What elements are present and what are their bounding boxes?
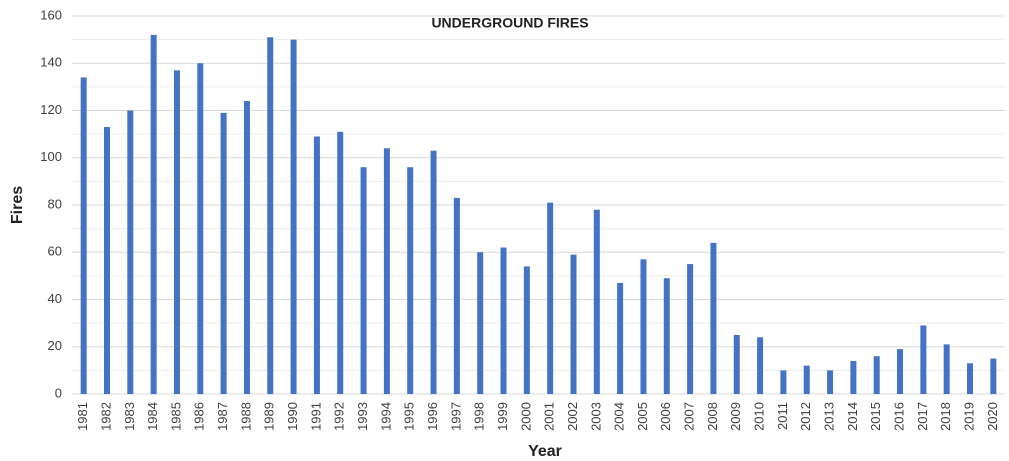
bar (243, 101, 250, 395)
x-tick-label: 1982 (98, 402, 113, 431)
x-tick-label: 1997 (448, 402, 463, 431)
bar (360, 167, 367, 394)
y-tick-label: 20 (48, 338, 62, 353)
bar (943, 344, 950, 394)
bar (453, 197, 460, 394)
x-tick-label: 2013 (822, 402, 837, 431)
x-tick-label: 1988 (238, 402, 253, 431)
bar (617, 282, 624, 394)
bar (733, 334, 740, 394)
x-tick-label: 2017 (915, 402, 930, 431)
x-tick-label: 1986 (192, 402, 207, 431)
x-tick-label: 1987 (215, 402, 230, 431)
y-tick-label: 160 (40, 7, 62, 22)
bar (197, 63, 204, 394)
bar (127, 110, 134, 394)
x-tick-label: 1998 (472, 402, 487, 431)
bar (967, 363, 974, 394)
x-tick-label: 2003 (588, 402, 603, 431)
bar (873, 356, 880, 394)
x-tick-label: 1996 (425, 402, 440, 431)
bar (827, 370, 834, 394)
x-tick-label: 2011 (775, 402, 790, 430)
bar (103, 127, 110, 394)
y-tick-label: 80 (48, 196, 62, 211)
x-tick-label: 1994 (378, 402, 393, 431)
chart-title: UNDERGROUND FIRES (431, 15, 588, 31)
bar (523, 266, 530, 394)
bar (780, 370, 787, 394)
x-tick-label: 1993 (355, 402, 370, 431)
x-tick-label: 2014 (845, 402, 860, 431)
x-tick-label: 1992 (332, 402, 347, 431)
x-tick-label: 1985 (168, 402, 183, 431)
x-tick-label: 2008 (705, 402, 720, 431)
y-tick-label: 120 (40, 102, 62, 117)
x-tick-label: 2004 (612, 402, 627, 431)
bar (897, 349, 904, 394)
bar (687, 264, 694, 394)
y-tick-label: 140 (40, 55, 62, 70)
y-tick-label: 100 (40, 149, 62, 164)
bar (220, 112, 227, 395)
x-tick-label: 1983 (122, 402, 137, 431)
x-tick-label: 2001 (542, 402, 557, 431)
x-tick-label: 2005 (635, 402, 650, 431)
bar (290, 39, 297, 394)
x-tick-label: 2012 (798, 402, 813, 431)
x-axis-label: Year (528, 443, 562, 460)
bar (570, 254, 577, 394)
bar (150, 34, 157, 395)
x-tick-label: 2000 (518, 402, 533, 431)
x-tick-label: 2009 (728, 402, 743, 431)
bar (267, 37, 274, 394)
bar (407, 167, 414, 394)
x-tick-label: 2018 (938, 402, 953, 431)
bar (920, 325, 927, 394)
x-tick-label: 1981 (75, 402, 90, 431)
x-tick-label: 1991 (308, 402, 323, 431)
x-tick-label: 1999 (495, 402, 510, 431)
bar (80, 77, 87, 395)
bar (803, 365, 810, 394)
x-tick-label: 2015 (868, 402, 883, 431)
bar (990, 358, 997, 394)
x-tick-label: 2010 (752, 402, 767, 431)
x-tick-label: 1990 (285, 402, 300, 431)
bar (593, 209, 600, 394)
y-tick-label: 60 (48, 244, 62, 259)
x-tick-label: 2019 (961, 402, 976, 431)
bar (850, 360, 857, 394)
x-tick-label: 2002 (565, 402, 580, 431)
x-tick-label: 1995 (402, 402, 417, 431)
bar (173, 70, 180, 395)
bar (383, 148, 390, 394)
y-tick-label: 0 (55, 385, 62, 400)
bar (640, 259, 647, 394)
y-tick-label: 40 (48, 291, 62, 306)
bar (757, 337, 764, 394)
bar (313, 136, 320, 395)
bar (477, 252, 484, 394)
bar (500, 247, 507, 394)
bar (430, 150, 437, 394)
y-axis-label: Fires (9, 186, 26, 224)
bar (710, 242, 717, 394)
x-tick-label: 2016 (891, 402, 906, 431)
x-tick-label: 2007 (682, 402, 697, 431)
bar (547, 202, 554, 394)
x-tick-label: 1989 (262, 402, 277, 431)
bar (663, 278, 670, 394)
x-tick-label: 2006 (658, 402, 673, 431)
bar (337, 131, 344, 394)
x-tick-label: 2020 (985, 402, 1000, 431)
x-tick-label: 1984 (145, 402, 160, 431)
